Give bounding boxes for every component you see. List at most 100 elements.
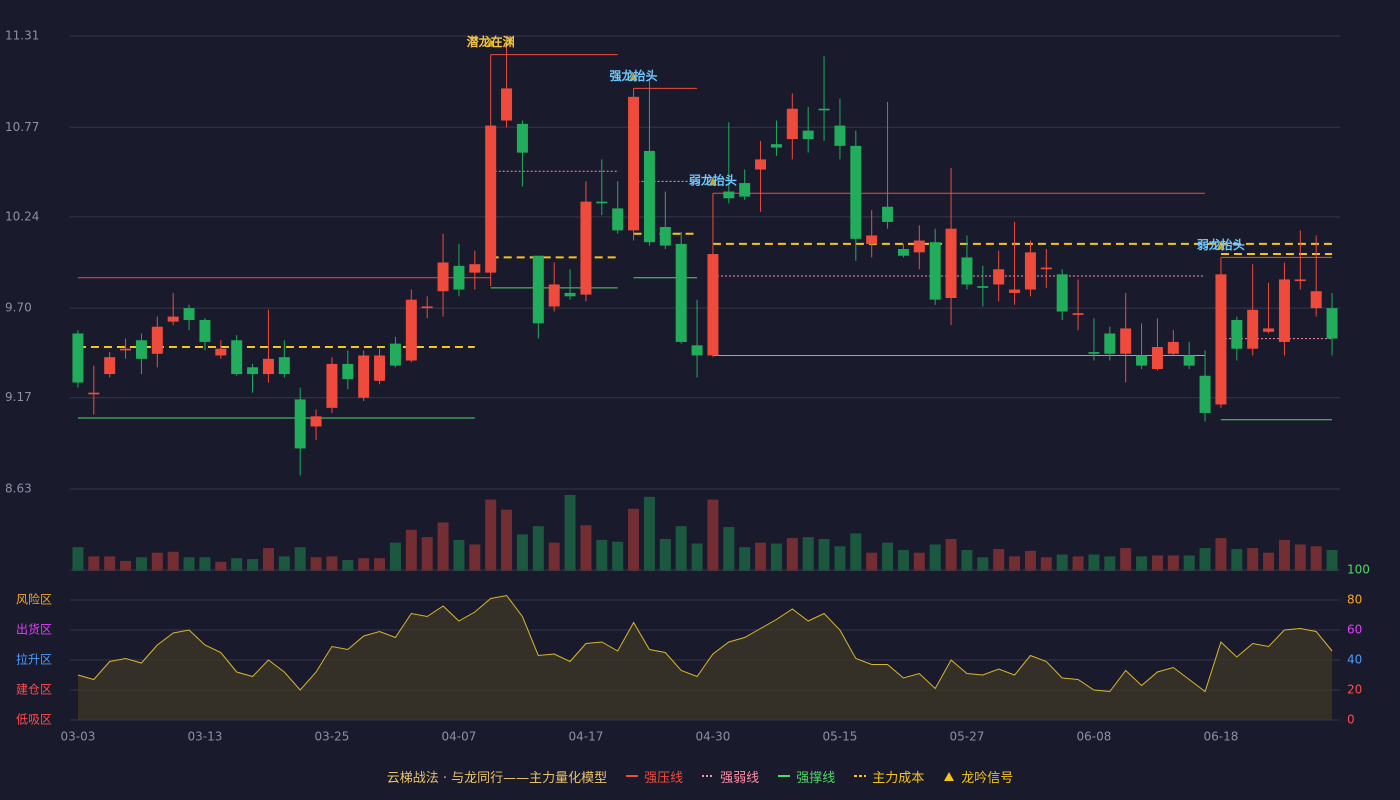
candle-body: [247, 367, 259, 375]
candle-body: [437, 262, 449, 292]
volume-bar: [1326, 549, 1338, 571]
volume-bar: [247, 559, 259, 571]
candle-body: [691, 345, 703, 356]
volume-bar: [818, 538, 830, 571]
volume-bar: [1151, 555, 1163, 571]
zone-label: 风险区: [16, 592, 52, 607]
volume-bar: [1231, 549, 1243, 571]
volume-bar: [850, 533, 862, 571]
candle-body: [1247, 309, 1259, 349]
volume-bar: [691, 543, 703, 571]
candle-body: [755, 159, 767, 170]
volume-bar: [262, 548, 274, 571]
candle-body: [850, 145, 862, 239]
volume-bar: [215, 561, 227, 571]
volume-bar: [72, 547, 84, 571]
volume-bar: [342, 560, 354, 571]
volume-bar: [643, 496, 655, 571]
volume-bar: [326, 556, 338, 571]
x-tick-label: 03-13: [188, 730, 223, 744]
volume-bar: [1120, 548, 1132, 571]
volume-bar: [1104, 556, 1116, 571]
candle-body: [532, 255, 544, 324]
candle-body: [834, 125, 846, 146]
candle-body: [1310, 291, 1322, 309]
volume-bar: [659, 538, 671, 571]
legend-item[interactable]: 强撑线: [777, 767, 835, 786]
indicator-area: [77, 595, 1333, 720]
y2-tick-label: 0: [1347, 713, 1355, 727]
legend-item[interactable]: 龙吟信号: [942, 767, 1013, 786]
legend-item[interactable]: 强弱线: [701, 767, 759, 786]
volume-bar: [977, 557, 989, 571]
candle-body: [1231, 319, 1243, 349]
legend-item[interactable]: 强压线: [625, 767, 683, 786]
legend-marker: [944, 772, 955, 781]
volume-bar: [1072, 556, 1084, 571]
signal-marker: [629, 72, 638, 81]
candle-body: [501, 88, 513, 121]
volume-bar: [437, 522, 449, 571]
candle-body: [612, 208, 624, 231]
y2-tick-label: 20: [1347, 683, 1362, 697]
candle-body: [421, 306, 433, 309]
legend-label: 龙吟信号: [961, 770, 1014, 786]
candle-body: [167, 316, 179, 322]
candle-body: [802, 130, 814, 140]
zone-label: 低吸区: [16, 713, 52, 727]
volume-bar: [120, 560, 132, 571]
volume-bar: [1215, 538, 1227, 571]
volume-bar: [389, 542, 401, 571]
volume-bar: [88, 556, 100, 571]
signal-label: 弱龙抬头: [689, 173, 737, 188]
volume-bar: [294, 547, 306, 571]
legend-label: 强撑线: [796, 770, 836, 786]
legend-marker: [778, 775, 791, 777]
chart: 8.63 9.17 9.70 10.24 10.77 11.31 03-03 03-13 03-…: [5, 29, 1370, 744]
legend-marker: [854, 775, 867, 777]
candle-body: [374, 355, 386, 381]
candle-body: [1072, 313, 1084, 315]
candle-body: [1151, 347, 1163, 369]
x-tick-label: 05-15: [823, 730, 858, 744]
candle-body: [993, 269, 1005, 285]
volume-bar: [707, 499, 719, 571]
signal-label: 强龙抬头: [610, 68, 658, 83]
volume-bar: [421, 537, 433, 571]
candle-body: [707, 254, 719, 356]
candle-body: [913, 240, 925, 253]
candle-body: [897, 248, 909, 256]
volume-bar: [580, 525, 592, 571]
volume-bar: [374, 558, 386, 571]
candle-body: [1024, 252, 1036, 290]
volume-bar: [1247, 548, 1259, 571]
candle-body: [1183, 355, 1195, 366]
candle-body: [723, 191, 735, 199]
signal-label: 潜龙在渊: [467, 34, 515, 49]
volume-bar: [516, 534, 528, 571]
candle-body: [1199, 375, 1211, 413]
x-tick-label: 04-30: [696, 730, 731, 744]
volume-bar: [1294, 544, 1306, 571]
legend-item[interactable]: 主力成本: [853, 767, 924, 786]
candle-body: [453, 265, 465, 290]
y2-tick-label: 80: [1347, 593, 1362, 607]
candle-body: [929, 242, 941, 300]
x-tick-label: 04-07: [442, 730, 477, 744]
x-tick-label: 06-08: [1077, 730, 1112, 744]
candle-body: [294, 399, 306, 449]
candle-body: [183, 308, 195, 320]
candle-body: [231, 340, 243, 375]
indicator-line: [77, 594, 1333, 693]
candle-body: [104, 357, 116, 375]
volume-bar: [135, 557, 147, 571]
volume-bar: [1183, 555, 1195, 571]
candle-body: [628, 96, 640, 231]
candle-body: [1278, 279, 1290, 342]
legend-label: 强弱线: [720, 770, 760, 786]
volume-bar: [1136, 556, 1148, 571]
candle-body: [866, 235, 878, 244]
candle-body: [564, 292, 576, 297]
candle-body: [199, 319, 211, 342]
volume-bar: [358, 558, 370, 571]
